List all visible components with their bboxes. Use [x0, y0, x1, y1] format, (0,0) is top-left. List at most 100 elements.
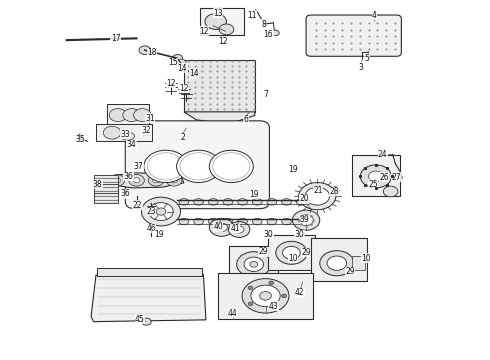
Circle shape [269, 307, 274, 311]
Circle shape [156, 208, 166, 215]
Text: 36: 36 [124, 172, 134, 181]
Text: 17: 17 [111, 34, 121, 43]
Bar [107, 104, 149, 126]
Text: 12: 12 [166, 79, 175, 88]
Text: 15: 15 [168, 58, 177, 67]
Text: 29: 29 [259, 247, 269, 256]
Text: 25: 25 [368, 180, 378, 189]
Ellipse shape [194, 199, 203, 205]
Circle shape [248, 286, 253, 289]
Bar [94, 175, 118, 185]
Circle shape [142, 318, 151, 325]
Text: 6: 6 [244, 115, 248, 124]
Text: 44: 44 [228, 309, 238, 318]
Circle shape [189, 70, 198, 76]
Circle shape [271, 30, 279, 36]
Bar [98, 268, 202, 276]
Circle shape [305, 187, 330, 205]
Circle shape [216, 223, 227, 231]
Ellipse shape [194, 219, 203, 225]
Text: 14: 14 [189, 69, 198, 78]
Bar [94, 193, 118, 203]
Ellipse shape [223, 219, 233, 225]
Circle shape [250, 261, 258, 267]
Ellipse shape [252, 199, 262, 205]
Circle shape [114, 178, 121, 183]
Text: 23: 23 [147, 207, 156, 216]
Text: 22: 22 [133, 201, 142, 210]
Text: 8: 8 [261, 19, 266, 28]
Ellipse shape [208, 199, 218, 205]
Text: 46: 46 [147, 224, 156, 233]
Ellipse shape [238, 199, 247, 205]
Text: 13: 13 [213, 9, 223, 18]
Bar [269, 235, 315, 270]
Text: 7: 7 [263, 90, 268, 99]
Text: 10: 10 [361, 254, 371, 263]
Circle shape [129, 175, 145, 186]
Text: 35: 35 [75, 135, 85, 144]
Text: 27: 27 [392, 173, 401, 182]
Text: 26: 26 [379, 173, 389, 182]
Circle shape [237, 252, 271, 277]
Circle shape [299, 183, 336, 210]
Circle shape [283, 246, 300, 259]
Circle shape [133, 178, 140, 183]
Polygon shape [91, 270, 206, 321]
Circle shape [76, 136, 84, 141]
Circle shape [148, 175, 164, 186]
Circle shape [109, 109, 127, 122]
Circle shape [177, 59, 186, 66]
Circle shape [153, 178, 159, 183]
Text: 45: 45 [135, 315, 145, 324]
Circle shape [248, 302, 253, 306]
Text: 43: 43 [269, 302, 278, 311]
Circle shape [360, 165, 392, 188]
Circle shape [166, 175, 182, 186]
Circle shape [244, 257, 264, 271]
Circle shape [269, 281, 274, 285]
Bar [200, 8, 244, 35]
Circle shape [242, 279, 289, 313]
Text: 28: 28 [329, 187, 339, 196]
Bar [229, 246, 278, 282]
FancyBboxPatch shape [125, 121, 270, 209]
Circle shape [109, 175, 125, 186]
Circle shape [123, 109, 141, 122]
Ellipse shape [296, 199, 306, 205]
Text: 40: 40 [213, 222, 223, 231]
Text: 37: 37 [134, 162, 144, 171]
Text: 18: 18 [147, 48, 157, 57]
Circle shape [144, 150, 188, 183]
Text: 19: 19 [155, 230, 164, 239]
FancyBboxPatch shape [306, 15, 401, 56]
Polygon shape [184, 112, 255, 123]
Ellipse shape [238, 219, 247, 225]
Text: 42: 42 [295, 288, 305, 297]
Text: 19: 19 [288, 165, 298, 174]
Circle shape [205, 14, 226, 30]
Text: 41: 41 [230, 224, 240, 233]
Circle shape [320, 251, 354, 276]
Text: 2: 2 [180, 133, 185, 142]
Circle shape [176, 150, 220, 183]
Ellipse shape [121, 132, 135, 140]
Text: 20: 20 [300, 194, 309, 203]
Bar [311, 238, 367, 281]
Circle shape [142, 197, 180, 226]
Text: 5: 5 [365, 54, 369, 63]
Bar [351, 155, 400, 196]
Ellipse shape [252, 219, 262, 225]
Text: 4: 4 [372, 10, 377, 19]
Circle shape [282, 294, 287, 298]
Ellipse shape [282, 219, 292, 225]
Text: 39: 39 [300, 215, 310, 224]
Text: 38: 38 [93, 180, 102, 189]
Circle shape [172, 54, 182, 62]
Ellipse shape [267, 219, 277, 225]
Circle shape [209, 150, 253, 183]
Text: 36: 36 [121, 189, 130, 198]
Text: 34: 34 [127, 140, 137, 149]
Circle shape [219, 24, 234, 35]
Circle shape [134, 109, 151, 122]
